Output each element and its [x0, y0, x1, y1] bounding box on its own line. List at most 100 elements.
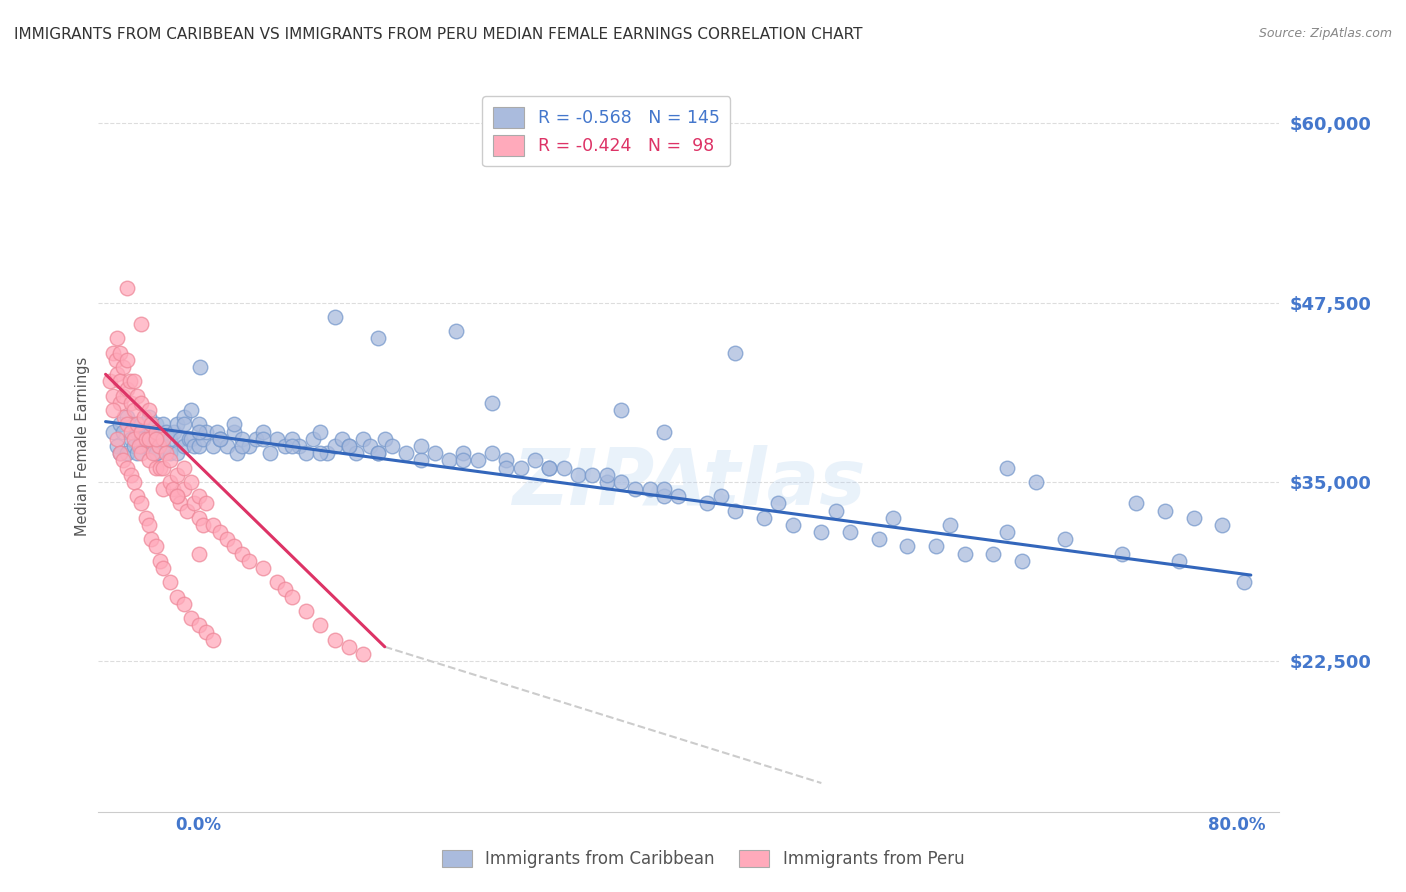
Point: [997, 460, 1019, 475]
Point: [169, 496, 191, 510]
Point: [138, 439, 160, 453]
Point: [180, 432, 202, 446]
Point: [135, 432, 157, 446]
Point: [252, 432, 274, 446]
Point: [105, 368, 128, 382]
Point: [925, 540, 948, 554]
Point: [524, 453, 547, 467]
Point: [145, 432, 167, 446]
Point: [131, 396, 153, 410]
Point: [1154, 503, 1177, 517]
Point: [997, 524, 1019, 539]
Point: [98, 375, 121, 389]
Point: [115, 382, 138, 396]
Point: [201, 439, 224, 453]
Point: [141, 417, 163, 432]
Point: [138, 403, 160, 417]
Point: [108, 417, 131, 432]
Point: [101, 403, 124, 417]
Point: [166, 467, 188, 482]
Point: [666, 489, 689, 503]
Point: [194, 496, 217, 510]
Point: [138, 410, 160, 425]
Point: [187, 425, 209, 439]
Point: [173, 460, 195, 475]
Point: [409, 453, 432, 467]
Point: [252, 425, 274, 439]
Point: [108, 375, 131, 389]
Point: [953, 547, 976, 561]
Point: [238, 554, 260, 568]
Point: [104, 353, 127, 368]
Point: [374, 432, 396, 446]
Point: [367, 446, 389, 460]
Point: [118, 375, 141, 389]
Text: ZIPAtlas: ZIPAtlas: [512, 444, 866, 521]
Point: [131, 317, 153, 331]
Point: [122, 475, 145, 489]
Text: IMMIGRANTS FROM CARIBBEAN VS IMMIGRANTS FROM PERU MEDIAN FEMALE EARNINGS CORRELA: IMMIGRANTS FROM CARIBBEAN VS IMMIGRANTS …: [14, 27, 862, 42]
Point: [610, 403, 633, 417]
Point: [111, 389, 134, 403]
Point: [159, 475, 181, 489]
Point: [187, 618, 209, 632]
Point: [1168, 554, 1191, 568]
Point: [509, 460, 531, 475]
Point: [162, 482, 184, 496]
Text: 80.0%: 80.0%: [1208, 815, 1265, 833]
Point: [138, 453, 160, 467]
Point: [169, 432, 191, 446]
Point: [145, 446, 167, 460]
Y-axis label: Median Female Earnings: Median Female Earnings: [75, 357, 90, 535]
Point: [395, 446, 418, 460]
Point: [122, 375, 145, 389]
Point: [173, 482, 195, 496]
Point: [145, 446, 167, 460]
Point: [724, 345, 747, 359]
Point: [145, 417, 167, 432]
Point: [939, 517, 962, 532]
Point: [131, 496, 153, 510]
Point: [115, 353, 138, 368]
Point: [166, 446, 188, 460]
Point: [112, 410, 135, 425]
Text: 0.0%: 0.0%: [176, 815, 222, 833]
Point: [724, 503, 747, 517]
Point: [316, 446, 339, 460]
Point: [148, 439, 170, 453]
Point: [231, 439, 253, 453]
Point: [131, 446, 153, 460]
Point: [652, 489, 675, 503]
Point: [1233, 575, 1256, 590]
Point: [481, 446, 503, 460]
Point: [131, 439, 153, 453]
Point: [309, 446, 332, 460]
Point: [624, 482, 647, 496]
Point: [125, 489, 148, 503]
Point: [201, 632, 224, 647]
Point: [145, 460, 167, 475]
Point: [105, 439, 128, 453]
Point: [111, 453, 134, 467]
Point: [882, 510, 904, 524]
Point: [194, 625, 217, 640]
Point: [595, 467, 617, 482]
Point: [105, 331, 128, 345]
Point: [824, 503, 846, 517]
Point: [187, 547, 209, 561]
Point: [638, 482, 661, 496]
Point: [581, 467, 603, 482]
Point: [217, 439, 239, 453]
Point: [166, 417, 188, 432]
Point: [1011, 554, 1033, 568]
Point: [131, 432, 153, 446]
Point: [173, 417, 195, 432]
Point: [180, 475, 202, 489]
Point: [152, 561, 174, 575]
Point: [538, 460, 561, 475]
Point: [125, 446, 148, 460]
Point: [295, 604, 318, 618]
Point: [120, 432, 142, 446]
Point: [337, 439, 360, 453]
Point: [359, 439, 381, 453]
